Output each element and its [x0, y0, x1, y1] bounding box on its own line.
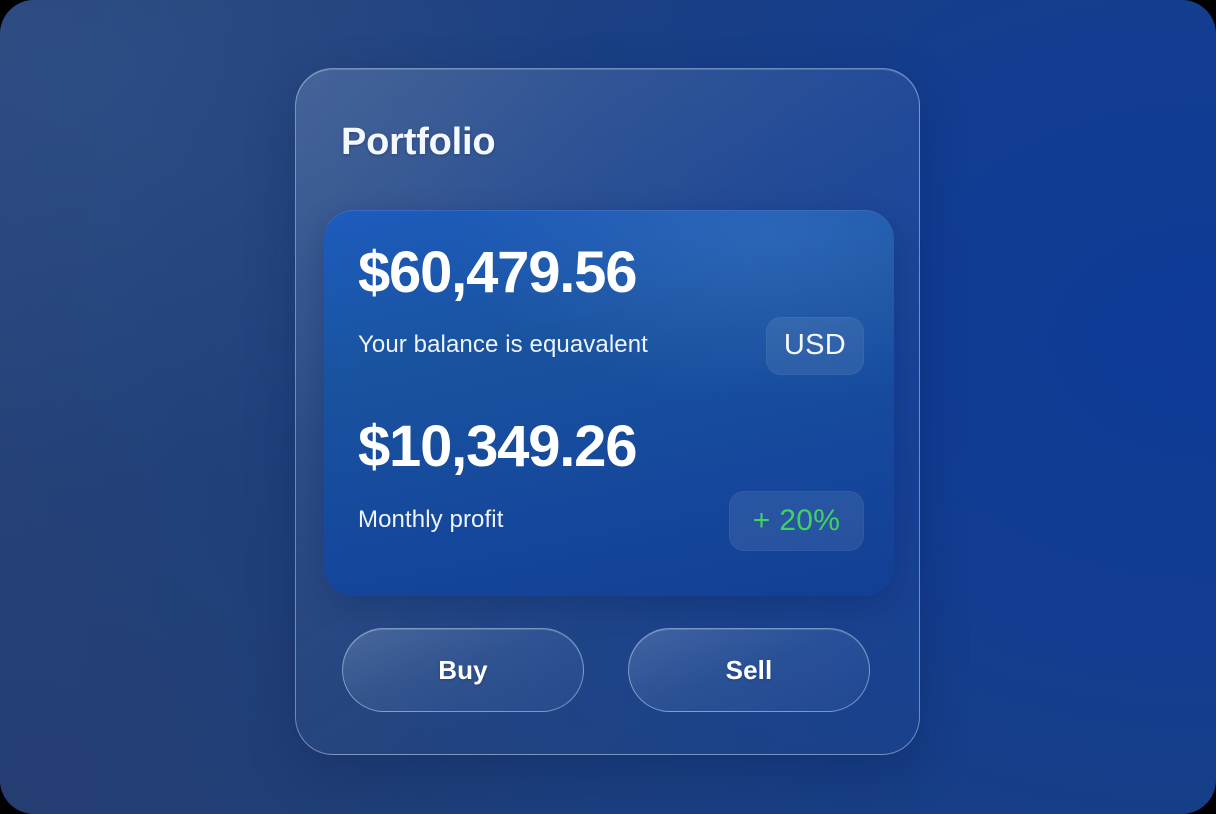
portfolio-card: Portfolio $60,479.56 Your balance is equ…: [295, 68, 920, 755]
balance-meta-row: Your balance is equavalent USD: [358, 316, 866, 375]
profit-change-badge: + 20%: [729, 490, 864, 551]
balance-amount: $60,479.56: [358, 240, 637, 305]
profit-meta-row: Monthly profit + 20%: [358, 490, 866, 551]
profit-block: $10,349.26 Monthly profit + 20%: [358, 414, 866, 551]
sell-button[interactable]: Sell: [628, 628, 870, 712]
page-title: Portfolio: [341, 121, 496, 163]
currency-badge[interactable]: USD: [766, 316, 864, 375]
balance-label: Your balance is equavalent: [358, 331, 648, 359]
profit-amount: $10,349.26: [358, 414, 637, 479]
balance-block: $60,479.56 Your balance is equavalent US…: [358, 240, 866, 375]
profit-label: Monthly profit: [358, 506, 504, 534]
action-button-group: Buy Sell: [342, 628, 870, 712]
balance-summary-card: $60,479.56 Your balance is equavalent US…: [324, 210, 894, 596]
buy-button[interactable]: Buy: [342, 628, 584, 712]
